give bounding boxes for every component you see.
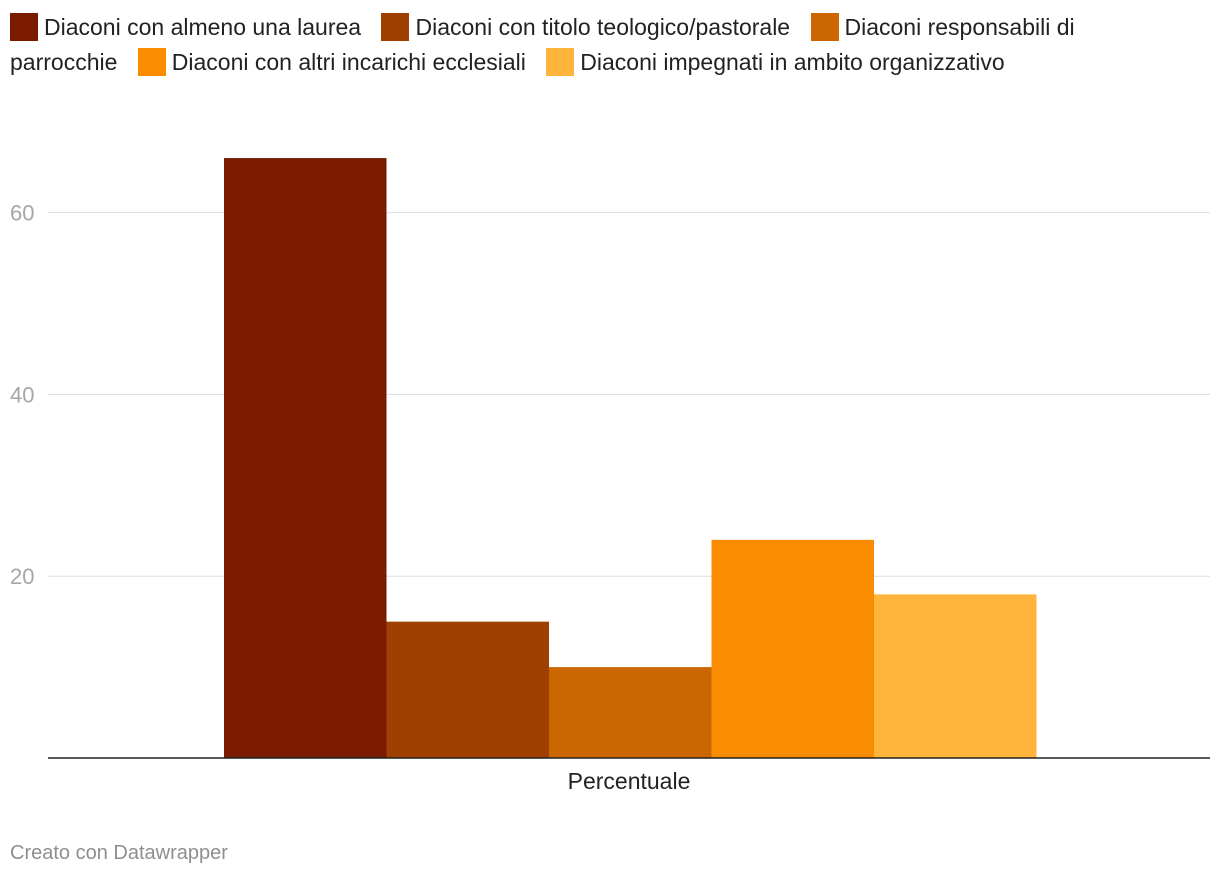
legend-label: Diaconi responsabili di parrocchie bbox=[10, 14, 1075, 75]
bars bbox=[224, 158, 1037, 758]
legend-item-laurea: Diaconi con almeno una laurea bbox=[10, 13, 362, 41]
legend-swatch bbox=[381, 13, 410, 41]
legend-label: Diaconi con titolo teologico/pastorale bbox=[415, 14, 791, 40]
y-tick-label: 20 bbox=[10, 564, 34, 589]
bar bbox=[711, 539, 874, 758]
y-tick-label: 40 bbox=[10, 382, 34, 407]
bar bbox=[874, 594, 1037, 758]
y-axis-ticks: 20 40 60 bbox=[10, 201, 34, 590]
bar bbox=[549, 667, 712, 758]
footer-credit: Creato con Datawrapper bbox=[10, 842, 228, 864]
legend-swatch bbox=[10, 13, 38, 41]
x-category-label: Percentuale bbox=[568, 768, 691, 794]
bar bbox=[386, 621, 549, 758]
legend-swatch bbox=[810, 13, 839, 41]
legend-label: Diaconi impegnati in ambito organizzativ… bbox=[580, 49, 1005, 75]
legend: Diaconi con almeno una laurea Diaconi co… bbox=[10, 10, 1140, 80]
legend-swatch bbox=[137, 48, 166, 76]
legend-item-parrocchie: Diaconi responsabili di parrocchie bbox=[10, 13, 1075, 75]
legend-item-organizzativo: Diaconi impegnati in ambito organizzativ… bbox=[546, 48, 1005, 76]
legend-label: Diaconi con almeno una laurea bbox=[44, 14, 362, 40]
gridlines bbox=[48, 212, 1210, 577]
bar-chart: 20 40 60 Percentuale bbox=[10, 158, 1210, 794]
legend-item-titolo: Diaconi con titolo teologico/pastorale bbox=[381, 13, 791, 41]
bar bbox=[224, 158, 387, 758]
y-tick-label: 60 bbox=[10, 201, 34, 226]
legend-item-incarichi: Diaconi con altri incarichi ecclesiali bbox=[137, 48, 526, 76]
legend-label: Diaconi con altri incarichi ecclesiali bbox=[171, 49, 526, 75]
legend-swatch bbox=[546, 48, 575, 76]
